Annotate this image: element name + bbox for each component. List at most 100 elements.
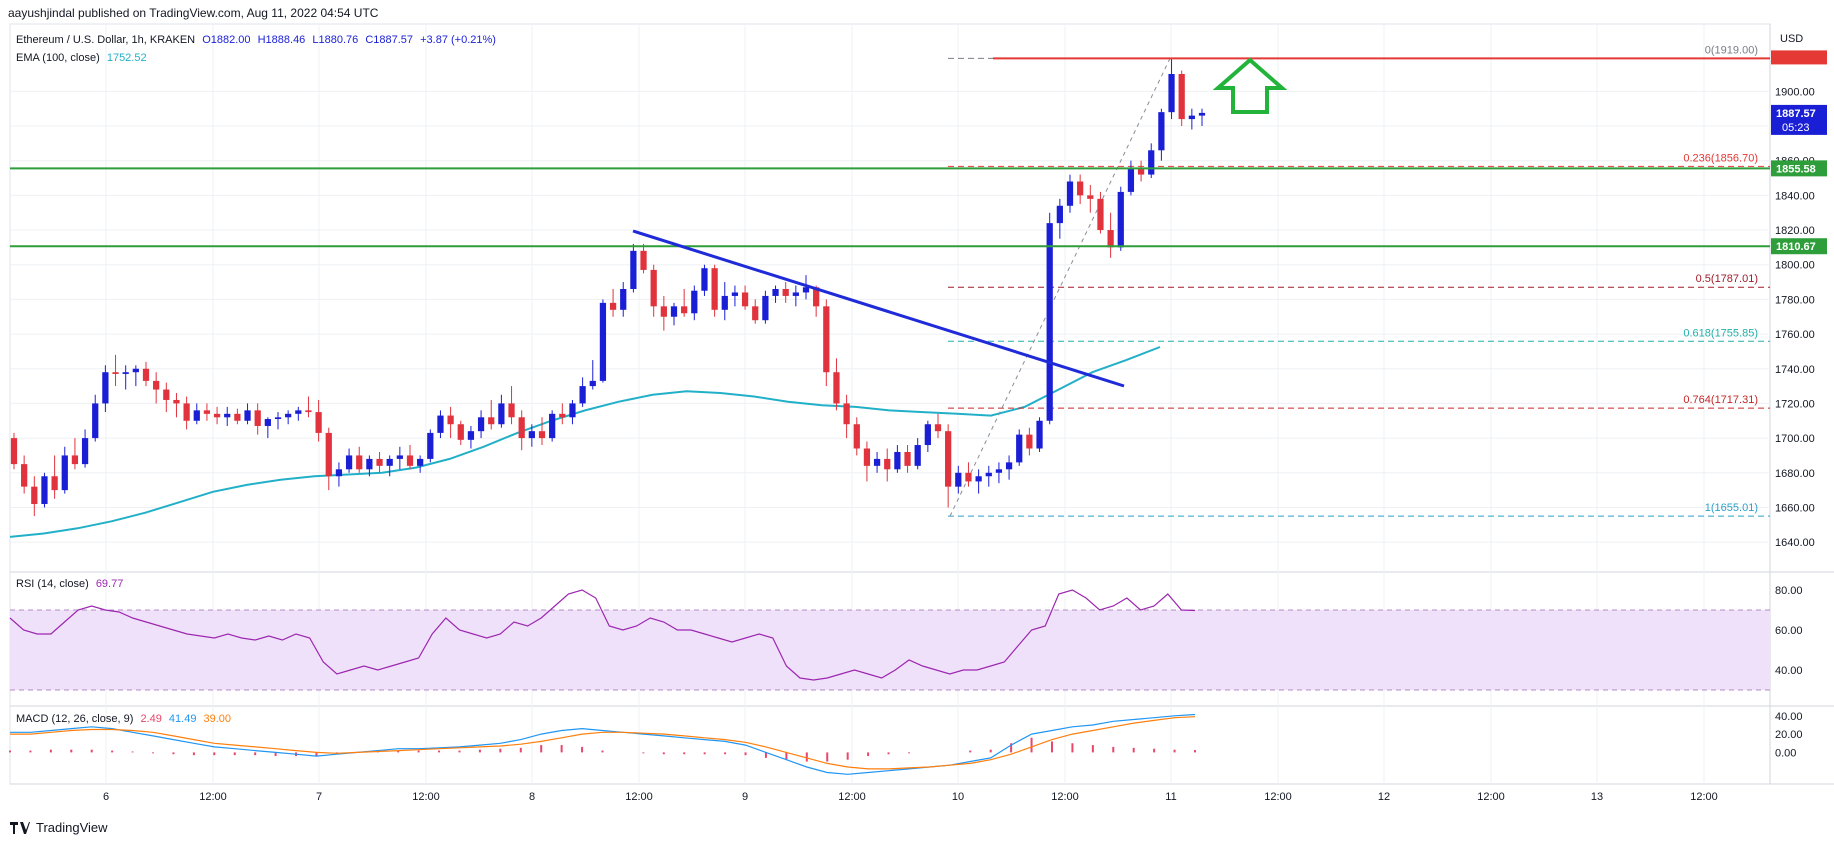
tradingview-logo-icon: [10, 821, 30, 834]
macd-pane: [9, 713, 1196, 775]
macd-value: 2.49: [140, 713, 162, 725]
bearish-trend-line: [632, 229, 1125, 388]
time-tick-label: 8: [529, 791, 535, 803]
bear-candle: [741, 292, 749, 307]
bear-candle: [904, 451, 911, 466]
bear-candle: [1026, 434, 1033, 449]
bull-candle: [599, 302, 607, 381]
bear-candle: [31, 486, 38, 504]
bull-candle: [1198, 112, 1206, 116]
time-tick-label: 12:00: [1477, 791, 1505, 803]
support-lower-badge: [1771, 238, 1827, 255]
time-tick-label: 13: [1591, 791, 1603, 803]
bear-candle: [21, 464, 28, 487]
bull-candle: [1117, 191, 1124, 248]
time-axis: 6 12:00 7 12:00 8 12:00 9 12:00 10 12:00 11 12:00 12…: [103, 791, 1718, 803]
bull-candle: [437, 415, 444, 433]
bull-candle: [264, 419, 271, 426]
macd-label: MACD (12, 26, close, 9): [16, 713, 134, 725]
time-tick-label: 6: [103, 791, 109, 803]
bull-candle: [873, 458, 881, 466]
bear-candle: [142, 368, 150, 381]
fib-level-label: 0.618(1755.85): [1683, 327, 1758, 339]
bear-candle: [234, 413, 241, 421]
time-tick-label: 12:00: [199, 791, 227, 803]
rsi-pane: [9, 589, 1770, 691]
bull-candle: [955, 472, 962, 487]
bull-candle: [1158, 112, 1165, 151]
macd-legend: MACD (12, 26, close, 9) 2.49 41.49 39.00: [16, 713, 235, 725]
price-tick-label: 1840.00: [1775, 190, 1815, 202]
brand-label: TradingView: [36, 820, 108, 835]
bull-candle: [132, 368, 139, 373]
price-tick-label: 1780.00: [1775, 294, 1815, 306]
bull-candle: [274, 417, 282, 420]
bull-candle: [61, 455, 68, 491]
macd-tick-label: 20.00: [1775, 729, 1803, 741]
candlestick-series: [10, 58, 1206, 517]
macd-line: [10, 713, 1196, 775]
bull-candle: [620, 288, 627, 310]
bear-candle: [488, 417, 495, 425]
tradingview-logo[interactable]: TradingView: [10, 820, 108, 835]
bear-candle: [640, 250, 647, 270]
bear-candle: [1087, 195, 1094, 199]
bear-candle: [163, 389, 170, 400]
bull-candle: [498, 403, 505, 425]
bull-candle: [731, 292, 739, 296]
time-tick-label: 9: [742, 791, 748, 803]
price-tick-label: 1640.00: [1775, 537, 1815, 549]
bear-candle: [833, 372, 840, 404]
bear-candle: [508, 403, 515, 418]
bull-candle: [579, 386, 586, 404]
bull-candle: [589, 380, 596, 387]
macd-tick-label: 0.00: [1775, 747, 1796, 759]
bear-candle: [315, 412, 322, 433]
bull-candle: [467, 431, 475, 440]
bear-candle: [559, 413, 566, 418]
fib-level-label: 0.764(1717.31): [1683, 394, 1758, 406]
bull-candle: [772, 288, 779, 296]
bear-candle: [356, 455, 363, 470]
bear-candle: [71, 455, 79, 465]
macd-axis: 40.00 20.00 0.00: [1775, 711, 1803, 760]
time-tick-label: 12:00: [1051, 791, 1079, 803]
price-tick-label: 1660.00: [1775, 502, 1815, 514]
currency-label: USD: [1780, 33, 1803, 45]
time-tick-label: 12: [1378, 791, 1390, 803]
bull-candle: [1046, 223, 1053, 421]
time-tick-label: 12:00: [1264, 791, 1292, 803]
ema-label: EMA (100, close): [16, 52, 100, 64]
time-tick-label: 12:00: [1690, 791, 1718, 803]
bear-candle: [213, 413, 221, 418]
horizontal-levels: [10, 57, 1770, 248]
bull-candle: [792, 292, 799, 296]
bull-candle: [721, 295, 728, 310]
bear-candle: [203, 410, 211, 414]
rsi-line: [9, 589, 1196, 681]
bull-candle: [1066, 181, 1074, 206]
bear-candle: [965, 472, 972, 482]
bear-candle: [813, 287, 820, 307]
resistance-badge: [1771, 50, 1827, 65]
current-price-badge-countdown: 05:23: [1782, 122, 1810, 134]
bull-candle: [1168, 74, 1175, 113]
bull-candle: [985, 472, 992, 477]
bull-candle: [417, 458, 424, 466]
bear-candle: [518, 417, 525, 439]
fib-level-label: 1(1655.01): [1705, 502, 1758, 514]
bear-candle: [660, 306, 667, 317]
bull-candle: [102, 372, 109, 404]
bull-candle: [224, 413, 231, 418]
bull-candle: [122, 372, 129, 374]
bear-candle: [934, 424, 942, 432]
bull-candle: [1127, 167, 1135, 192]
bear-candle: [609, 302, 617, 310]
bull-candle: [1016, 434, 1023, 463]
bear-candle: [711, 268, 718, 310]
bull-candle: [924, 424, 931, 446]
main-legend: Ethereum / U.S. Dollar, 1h, KRAKEN O1882…: [16, 34, 500, 46]
bull-candle: [762, 295, 769, 321]
